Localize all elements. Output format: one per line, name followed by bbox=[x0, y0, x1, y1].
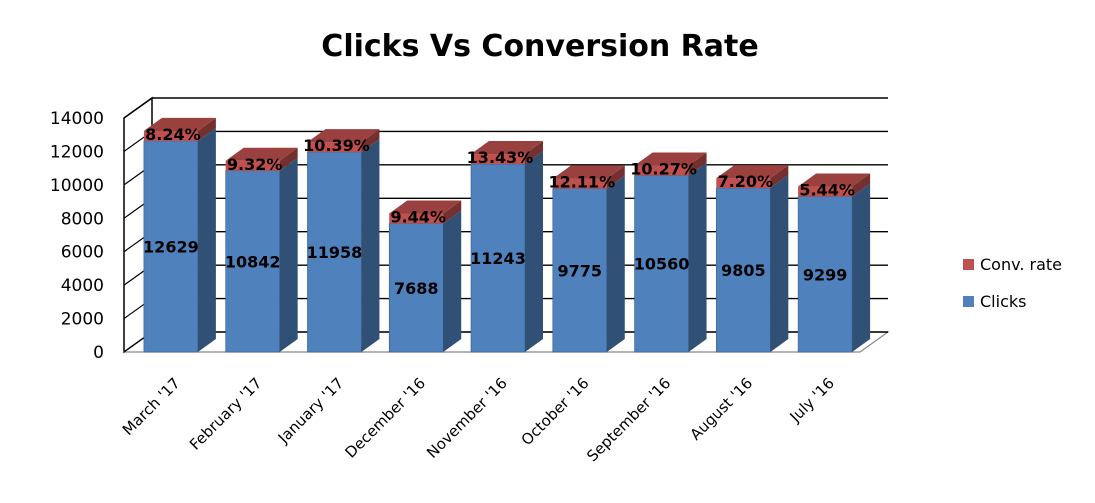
bar-clicks-side bbox=[525, 151, 543, 352]
bar-conv-rate-top bbox=[471, 141, 543, 155]
x-tick-label: February '17 bbox=[186, 374, 266, 454]
bar-group: 11958 10.39% bbox=[303, 129, 380, 353]
bar-conv-rate bbox=[552, 178, 607, 189]
x-tick-label: October '16 bbox=[518, 374, 593, 449]
data-label-clicks: 10842 bbox=[225, 252, 281, 271]
x-tick-label: November '16 bbox=[423, 374, 511, 462]
bar-conv-rate bbox=[225, 160, 280, 171]
y-axis: 0 2000 4000 6000 8000 10000 12000 14000 bbox=[50, 109, 104, 363]
data-label-conv-rate: 10.27% bbox=[630, 159, 697, 178]
bar-conv-rate-side bbox=[525, 141, 543, 165]
bar-conv-rate bbox=[798, 186, 853, 197]
bar-conv-rate-side bbox=[852, 173, 871, 197]
bar-group: 9775 12.11% bbox=[548, 165, 625, 353]
y-tick-label: 8000 bbox=[61, 209, 104, 229]
bar-group: 12629 8.24% bbox=[143, 117, 216, 353]
bar-clicks bbox=[388, 223, 444, 353]
y-tick-label: 6000 bbox=[61, 243, 104, 263]
y-tick-label: 2000 bbox=[61, 310, 104, 330]
x-tick-label: August '16 bbox=[687, 374, 757, 444]
bar-clicks-side bbox=[688, 162, 707, 352]
bar-conv-rate-side bbox=[606, 165, 625, 189]
y-tick-label: 14000 bbox=[50, 109, 104, 129]
bar-conv-rate bbox=[307, 142, 362, 153]
bar-conv-rate-top bbox=[307, 129, 380, 143]
bar-conv-rate-side bbox=[279, 147, 298, 171]
bar-clicks bbox=[552, 188, 608, 353]
bar-clicks bbox=[634, 175, 689, 353]
bar-conv-rate bbox=[143, 130, 198, 141]
data-label-conv-rate: 12.11% bbox=[548, 173, 615, 192]
bar-group: 11243 13.43% bbox=[467, 141, 543, 353]
y-tick-label: 4000 bbox=[61, 276, 104, 296]
bar-clicks-side bbox=[197, 127, 216, 352]
bar-conv-rate bbox=[471, 154, 525, 165]
bar-conv-rate-top bbox=[225, 147, 298, 161]
y-tick-label: 12000 bbox=[50, 142, 104, 162]
x-axis: March '17 February '17 January '17December… bbox=[119, 374, 838, 465]
legend-label: Clicks bbox=[980, 292, 1026, 311]
legend-label: Conv. rate bbox=[980, 255, 1062, 274]
bar-clicks-side bbox=[361, 139, 380, 352]
x-tick-label: March '17 bbox=[119, 374, 184, 439]
bar-clicks bbox=[797, 196, 853, 353]
x-tick-label: January '17 bbox=[274, 374, 347, 447]
bar-conv-rate-side bbox=[443, 200, 462, 224]
data-label-clicks: 9299 bbox=[803, 265, 848, 284]
data-label-clicks: 12629 bbox=[143, 237, 199, 256]
data-label-conv-rate: 5.44% bbox=[799, 181, 855, 200]
x-tick-label: July '16 bbox=[786, 374, 838, 426]
data-label-clicks: 7688 bbox=[394, 279, 439, 298]
bar-conv-rate bbox=[389, 213, 444, 224]
legend-item: Conv. rate bbox=[963, 255, 1062, 274]
legend: Conv. rate Clicks bbox=[963, 255, 1062, 311]
data-label-conv-rate: 7.20% bbox=[718, 172, 774, 191]
bars: 12629 8.24% 10842 9.32% 11958 10.39% 7688 9.44%… bbox=[143, 117, 871, 353]
bar-conv-rate bbox=[716, 178, 771, 189]
data-label-clicks: 9775 bbox=[558, 261, 603, 280]
bar-clicks bbox=[143, 140, 199, 353]
bar-group: 10560 10.27% bbox=[630, 152, 707, 353]
bar-conv-rate-side bbox=[361, 129, 380, 153]
gridline-diagonal bbox=[123, 97, 153, 119]
data-label-conv-rate: 9.32% bbox=[227, 155, 283, 174]
data-label-conv-rate: 9.44% bbox=[390, 207, 446, 226]
data-label-clicks: 11958 bbox=[307, 243, 363, 262]
data-label-clicks: 10560 bbox=[634, 255, 690, 274]
legend-swatch bbox=[963, 259, 974, 270]
y-tick-label: 10000 bbox=[50, 176, 104, 196]
data-label-clicks: 9805 bbox=[721, 261, 766, 280]
data-label-clicks: 11243 bbox=[470, 249, 526, 268]
legend-swatch bbox=[963, 296, 974, 307]
bar-conv-rate bbox=[634, 165, 689, 176]
bar-conv-rate-top bbox=[143, 117, 216, 131]
x-tick-label: September '16 bbox=[583, 374, 674, 465]
bar-clicks-side bbox=[606, 175, 625, 352]
data-label-conv-rate: 8.24% bbox=[145, 125, 201, 144]
data-label-conv-rate: 10.39% bbox=[303, 136, 370, 155]
bar-conv-rate-side bbox=[770, 165, 789, 189]
bar-conv-rate-top bbox=[634, 152, 707, 166]
data-label-conv-rate: 13.43% bbox=[467, 148, 534, 167]
bar-conv-rate-side bbox=[197, 117, 216, 141]
bar-group: 9299 5.44% bbox=[797, 173, 871, 353]
bar-clicks-side bbox=[443, 210, 462, 352]
bar-clicks-side bbox=[770, 175, 789, 352]
chart-title: Clicks Vs Conversion Rate bbox=[321, 29, 758, 64]
bar-conv-rate-top bbox=[716, 165, 789, 179]
bar-group: 9805 7.20% bbox=[716, 165, 789, 353]
bar-clicks-side bbox=[852, 183, 871, 352]
bar-conv-rate-side bbox=[688, 152, 707, 176]
bar-conv-rate-top bbox=[389, 200, 462, 214]
bar-conv-rate-top bbox=[552, 165, 625, 179]
bar-clicks-side bbox=[279, 157, 298, 352]
x-tick-label: December '16 bbox=[342, 374, 430, 462]
bar-conv-rate-top bbox=[798, 173, 871, 187]
bar-group: 7688 9.44% bbox=[388, 200, 462, 353]
bar-clicks bbox=[470, 163, 526, 353]
bar-group: 10842 9.32% bbox=[225, 147, 298, 353]
legend-item: Clicks bbox=[963, 292, 1026, 311]
y-tick-label: 0 bbox=[93, 343, 104, 363]
